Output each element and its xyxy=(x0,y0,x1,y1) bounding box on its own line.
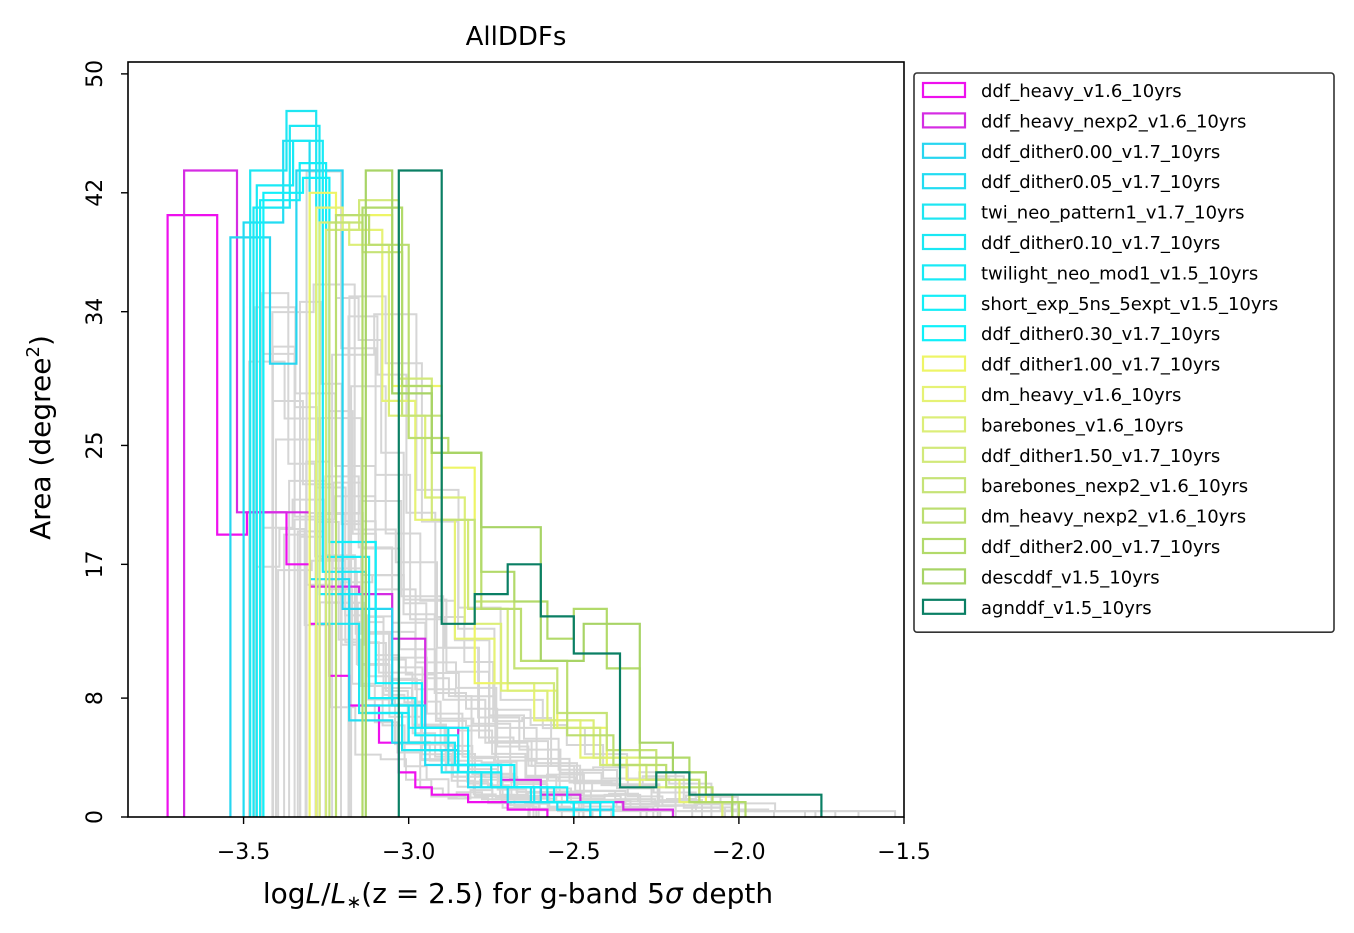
legend-swatch xyxy=(921,416,967,433)
plot-frame xyxy=(127,61,905,818)
legend-swatch xyxy=(921,203,967,220)
y-tick-label: 25 xyxy=(83,431,108,459)
x-tick-label: −2.5 xyxy=(547,840,600,865)
legend-swatch xyxy=(921,385,967,403)
legend-swatch xyxy=(921,142,967,159)
legend-label: descddf_v1.5_10yrs xyxy=(981,567,1160,588)
background-run-outline xyxy=(271,283,726,817)
legend-frame xyxy=(913,72,1335,634)
legend-label: ddf_heavy_v1.6_10yrs xyxy=(981,81,1182,102)
legend-swatch xyxy=(921,355,967,372)
legend-swatch xyxy=(921,81,967,99)
legend-label: short_exp_5ns_5expt_v1.5_10yrs xyxy=(981,294,1278,315)
legend-label: barebones_nexp2_v1.6_10yrs xyxy=(981,476,1248,497)
legend-swatch xyxy=(921,537,967,555)
y-axis-label: Area (degree2) xyxy=(23,335,57,540)
legend-label: ddf_dither0.00_v1.7_10yrs xyxy=(981,142,1220,163)
series-outline-15 xyxy=(361,206,747,817)
series-outline-13 xyxy=(328,221,740,817)
legend-swatch xyxy=(921,233,967,251)
legend-label: dm_heavy_v1.6_10yrs xyxy=(981,385,1181,406)
background-run-outline xyxy=(253,528,585,817)
series-outline-9 xyxy=(308,191,734,817)
y-tick-label: 17 xyxy=(83,550,108,578)
background-run-outline xyxy=(316,500,739,817)
series-outline-14 xyxy=(334,214,740,817)
background-run-outline xyxy=(347,315,726,817)
legend-swatch xyxy=(921,598,967,615)
legend-swatch xyxy=(921,264,967,281)
legend-swatch xyxy=(921,477,967,494)
y-tick-label: 34 xyxy=(83,298,108,326)
legend-swatch xyxy=(921,568,967,585)
legend-label: ddf_dither1.50_v1.7_10yrs xyxy=(981,446,1220,467)
legend-label: ddf_heavy_nexp2_v1.6_10yrs xyxy=(981,111,1246,132)
legend-label: ddf_dither2.00_v1.7_10yrs xyxy=(981,537,1220,558)
x-tick-label: −3.0 xyxy=(382,840,435,865)
background-run-outline xyxy=(314,486,648,817)
legend-label: ddf_dither0.05_v1.7_10yrs xyxy=(981,172,1220,193)
legend-swatch xyxy=(921,507,967,524)
histogram-series xyxy=(166,109,823,817)
series-outline-6 xyxy=(255,139,592,817)
y-tick-label: 8 xyxy=(83,691,108,705)
legend-label: ddf_dither0.30_v1.7_10yrs xyxy=(981,324,1220,345)
legend-label: barebones_v1.6_10yrs xyxy=(981,415,1183,436)
y-tick-label: 0 xyxy=(83,810,108,824)
x-tick-label: −3.5 xyxy=(217,840,270,865)
y-tick-label: 42 xyxy=(83,179,108,207)
legend-label: agnddf_v1.5_10yrs xyxy=(981,598,1152,619)
legend-label: ddf_dither1.00_v1.7_10yrs xyxy=(981,355,1220,376)
legend-label: twilight_neo_mod1_v1.5_10yrs xyxy=(981,263,1258,284)
chart-title: AllDDFs xyxy=(466,22,567,52)
series-outline-7 xyxy=(259,162,602,817)
series-outline-8 xyxy=(262,176,615,817)
background-run-outline xyxy=(260,292,530,817)
legend-label: dm_heavy_nexp2_v1.6_10yrs xyxy=(981,507,1246,528)
legend-swatch xyxy=(921,446,967,463)
x-tick-label: −1.5 xyxy=(877,840,930,865)
x-axis-label: logL/L∗(z = 2.5) for g-band 5σ depth xyxy=(263,877,773,913)
legend-label: ddf_dither0.10_v1.7_10yrs xyxy=(981,233,1220,254)
y-axis-ticks: 0 8 17 25 34 42 50 xyxy=(83,60,128,824)
series-outline-17 xyxy=(397,169,823,817)
series-outline-4 xyxy=(249,109,575,817)
x-axis-ticks: −3.5 −3.0 −2.5 −2.0 −1.5 xyxy=(217,817,931,865)
legend-swatch xyxy=(921,294,967,311)
x-tick-label: −2.0 xyxy=(712,840,765,865)
legend-swatch xyxy=(921,173,967,190)
legend-swatch xyxy=(921,325,967,342)
legend-swatch xyxy=(921,112,967,129)
y-tick-label: 50 xyxy=(83,60,108,88)
background-run-outline xyxy=(248,360,677,817)
legend: ddf_heavy_v1.6_10yrs ddf_heavy_nexp2_v1.6… xyxy=(913,72,1335,634)
legend-label: twi_neo_pattern1_v1.7_10yrs xyxy=(981,203,1244,224)
